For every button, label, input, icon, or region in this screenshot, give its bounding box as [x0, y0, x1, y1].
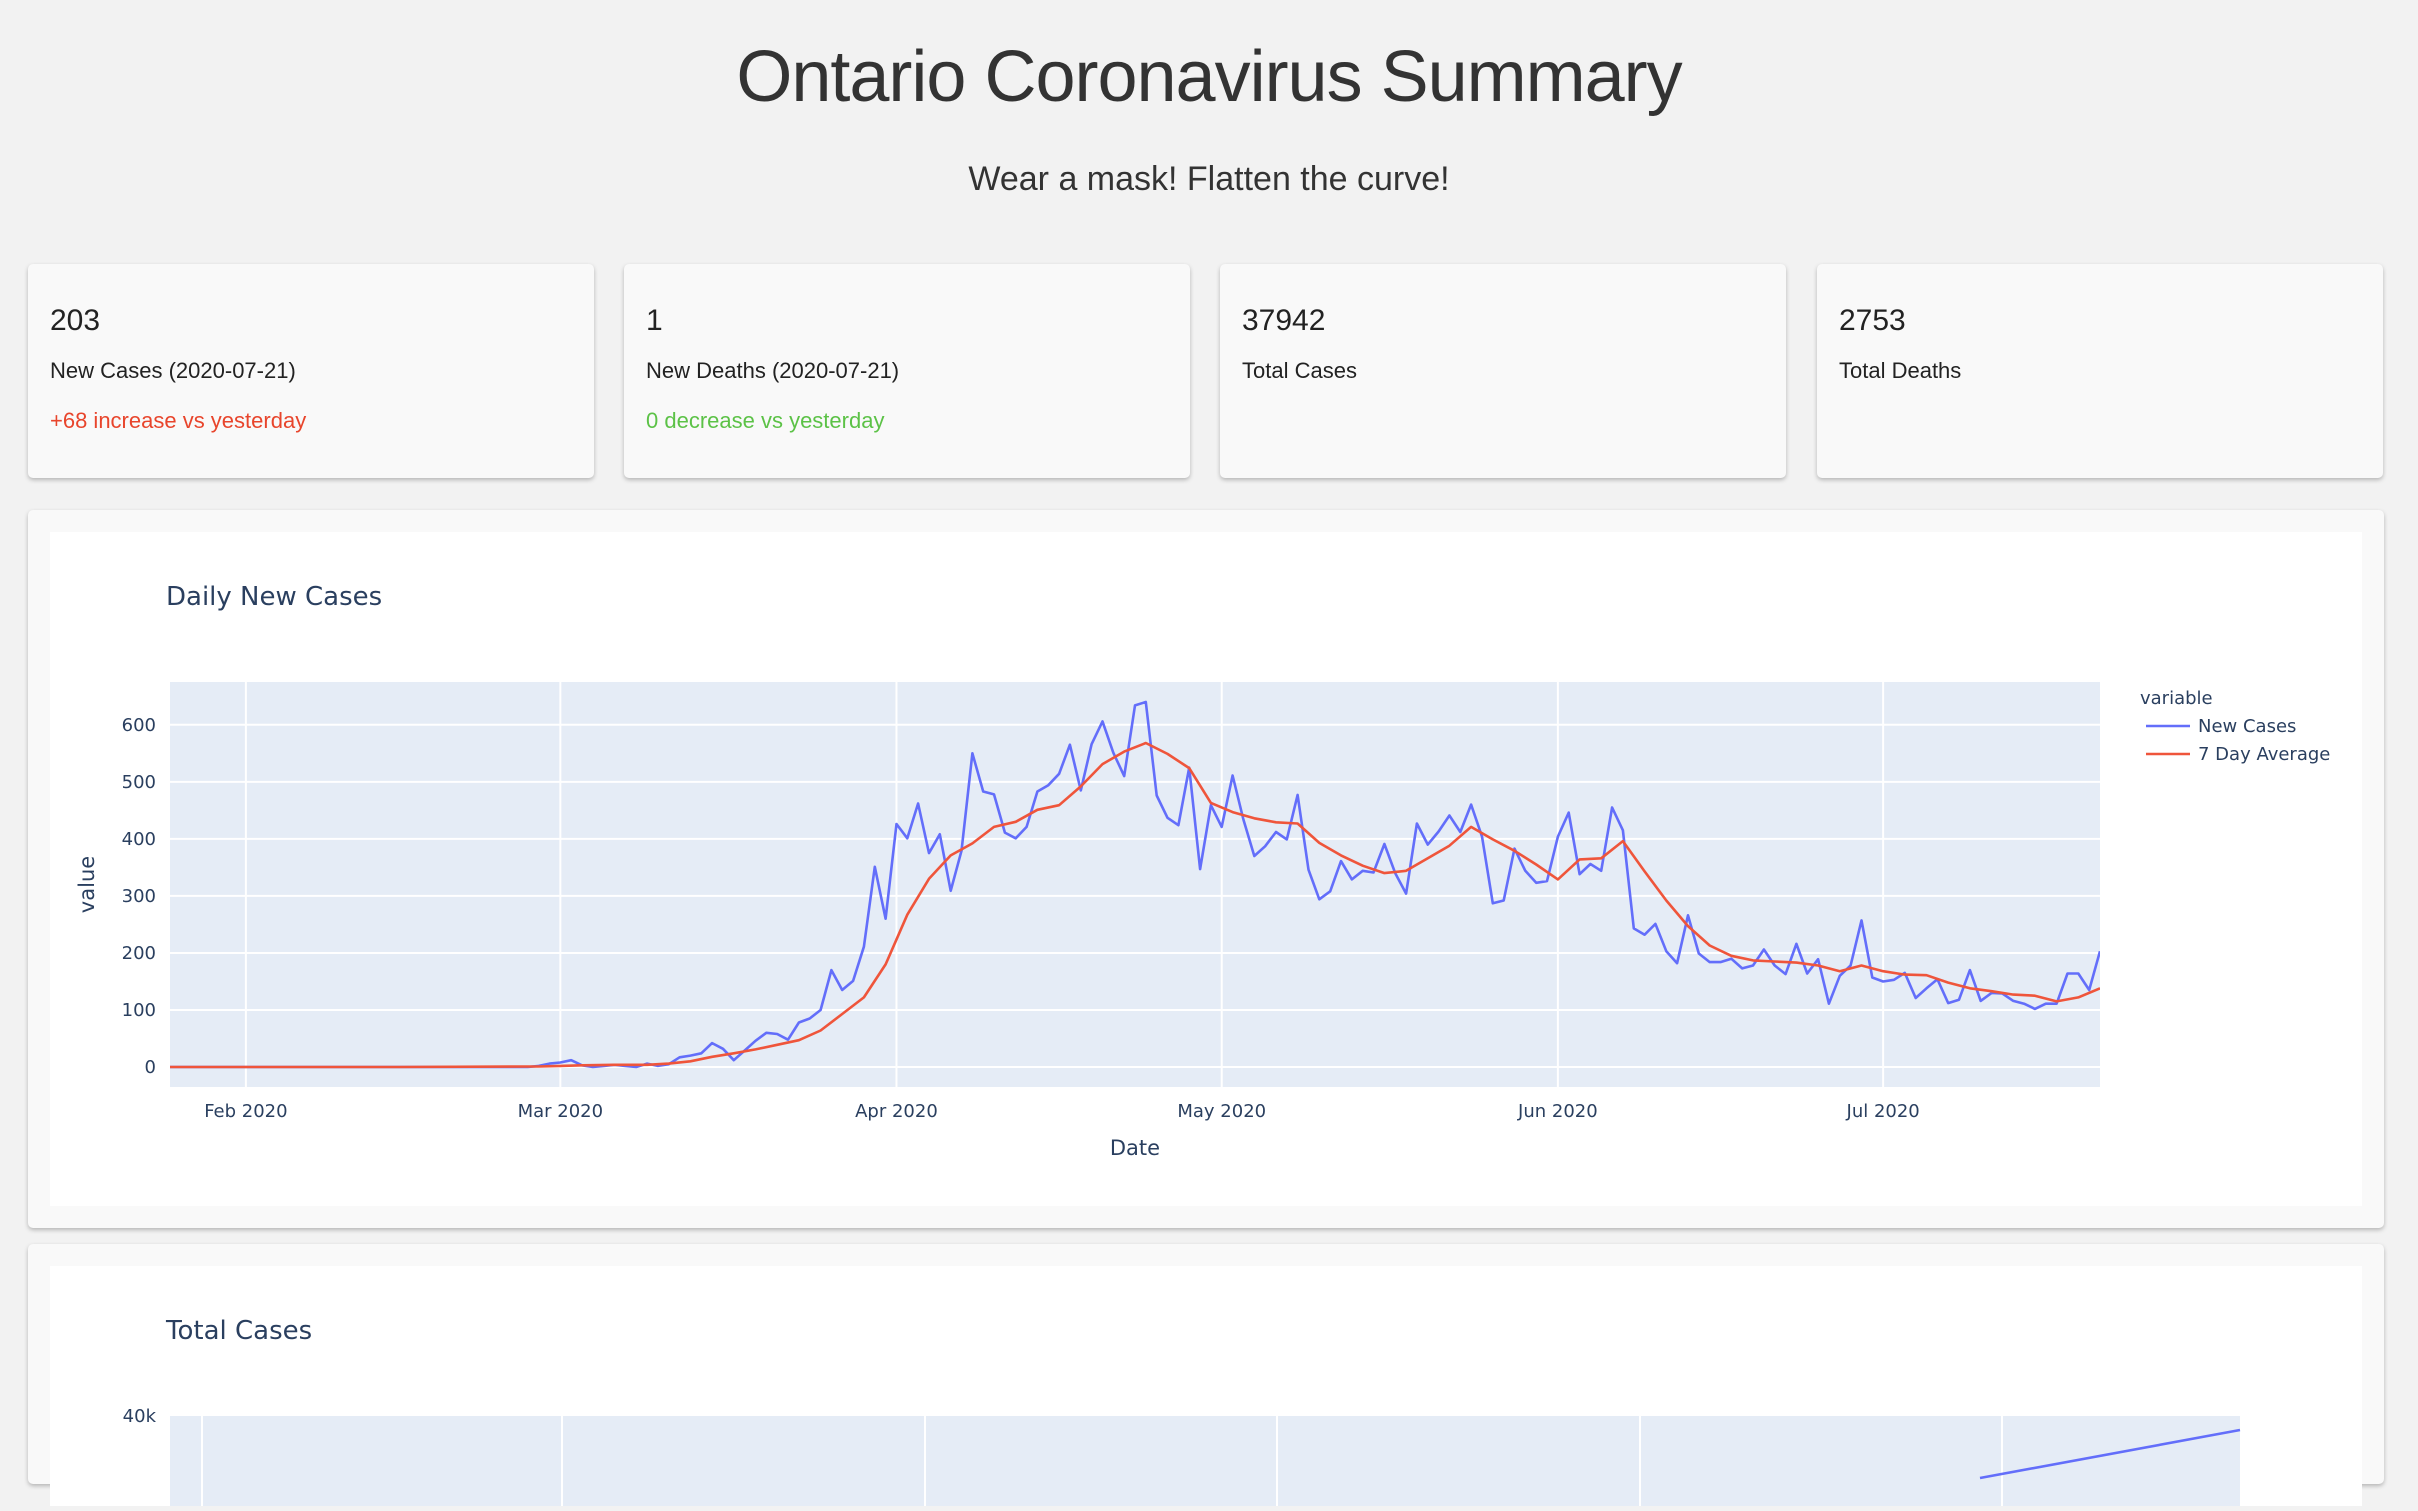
total-cases-panel: Total Cases 40k — [28, 1244, 2384, 1511]
y-axis-label: value — [75, 856, 99, 913]
y-tick-label: 200 — [122, 943, 156, 964]
x-tick-label: May 2020 — [1177, 1101, 1266, 1122]
legend-title: variable — [2140, 688, 2213, 709]
card-change: +68 increase vs yesterday — [50, 408, 307, 433]
legend-entry: 7 Day Average — [2198, 744, 2330, 765]
total-cases-plot: Total Cases 40k — [50, 1266, 2362, 1511]
daily-cases-chart[interactable]: Daily New Cases 0 100 200 300 400 500 600 Feb 20… — [50, 532, 2362, 1206]
card-label: Total Cases — [1242, 358, 1357, 383]
card-value: 37942 — [1242, 304, 1326, 337]
total-cases-card: 37942 Total Cases — [1220, 264, 1786, 478]
card-change: 0 decrease vs yesterday — [646, 408, 885, 433]
y-tick-label: 400 — [122, 829, 156, 850]
page-subtitle: Wear a mask! Flatten the curve! — [968, 160, 1450, 198]
y-tick-label: 600 — [122, 715, 156, 736]
summary-cards: 203 New Cases (2020-07-21) +68 increase … — [28, 264, 2384, 478]
page-title: Ontario Coronavirus Summary — [736, 37, 1682, 117]
x-tick-label: Feb 2020 — [204, 1101, 287, 1122]
x-axis-label: Date — [1110, 1136, 1160, 1160]
y-tick-label: 100 — [122, 1000, 156, 1021]
plot-area — [170, 1416, 2240, 1511]
card-label: New Cases (2020-07-21) — [50, 358, 296, 383]
x-tick-label: Mar 2020 — [518, 1101, 604, 1122]
daily-cases-plot: Daily New Cases 0 100 200 300 400 500 600 Feb 20… — [50, 532, 2362, 1206]
daily-cases-panel: Daily New Cases 0 100 200 300 400 500 600 Feb 20… — [28, 510, 2384, 1228]
card-label: New Deaths (2020-07-21) — [646, 358, 900, 383]
chart-title: Total Cases — [165, 1316, 312, 1346]
chart-title: Daily New Cases — [166, 582, 382, 612]
card-value: 1 — [646, 304, 663, 337]
x-tick-label: Jun 2020 — [1517, 1101, 1598, 1122]
x-tick-label: Jul 2020 — [1846, 1101, 1920, 1122]
y-tick-label: 300 — [122, 886, 156, 907]
y-tick-label: 0 — [145, 1057, 156, 1078]
plot-area — [170, 682, 2100, 1087]
card-label: Total Deaths — [1839, 358, 1962, 383]
y-tick-label: 500 — [122, 772, 156, 793]
card-value: 203 — [50, 304, 101, 337]
series-line-7-day-average — [170, 741, 2100, 1069]
y-tick-label: 40k — [123, 1406, 157, 1427]
legend-entry: New Cases — [2198, 716, 2296, 737]
total-cases-chart[interactable]: Total Cases 40k — [50, 1266, 2362, 1511]
x-tick-label: Apr 2020 — [855, 1101, 938, 1122]
series-line-new-cases — [170, 700, 2100, 1069]
total-deaths-card: 2753 Total Deaths — [1817, 264, 2383, 478]
new-deaths-card: 1 New Deaths (2020-07-21) 0 decrease vs … — [624, 264, 1190, 478]
new-cases-card: 203 New Cases (2020-07-21) +68 increase … — [28, 264, 594, 478]
card-value: 2753 — [1839, 304, 1906, 337]
